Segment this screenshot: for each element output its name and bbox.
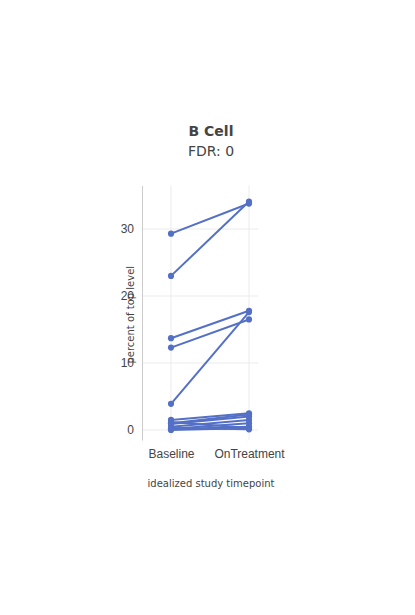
point	[168, 401, 174, 407]
point	[246, 412, 252, 418]
y-tick: 0	[127, 423, 142, 437]
grid-line	[142, 296, 258, 297]
point	[246, 426, 252, 432]
point	[246, 316, 252, 322]
grid-line	[142, 363, 258, 364]
point	[168, 231, 174, 237]
y-tick: 30	[121, 222, 142, 236]
series-line	[171, 202, 249, 276]
subtitle: FDR: 0	[188, 143, 234, 159]
x-tick-label: Baseline	[148, 447, 194, 461]
point	[168, 425, 174, 431]
grid	[142, 185, 258, 440]
y-tick-label: 0	[127, 423, 134, 437]
x-axis-title: idealized study timepoint	[148, 478, 275, 489]
plot-area	[168, 198, 252, 433]
series-line	[171, 428, 249, 429]
series-line	[171, 319, 249, 347]
series-line	[171, 427, 249, 430]
y-tick-label: 30	[121, 222, 135, 236]
y-axis-title: percent of top level	[125, 266, 136, 364]
chart: 0102030BaselineOnTreatmentB CellFDR: 0pe…	[0, 0, 415, 615]
y-axis: 0102030	[121, 186, 143, 441]
point	[246, 198, 252, 204]
series-line	[171, 415, 249, 424]
x-tick: Baseline	[148, 440, 194, 461]
point	[246, 309, 252, 315]
point	[168, 345, 174, 351]
x-tick: OnTreatment	[214, 440, 285, 461]
series-line	[171, 204, 249, 234]
point	[168, 273, 174, 279]
grid-line	[142, 229, 258, 230]
y-axis-line	[142, 186, 143, 441]
title: B Cell	[189, 123, 234, 139]
series-line	[171, 312, 249, 404]
x-tick-label: OnTreatment	[214, 447, 285, 461]
x-axis: Baseline OnTreatment	[148, 440, 285, 461]
series-line	[171, 428, 249, 430]
point	[168, 335, 174, 341]
